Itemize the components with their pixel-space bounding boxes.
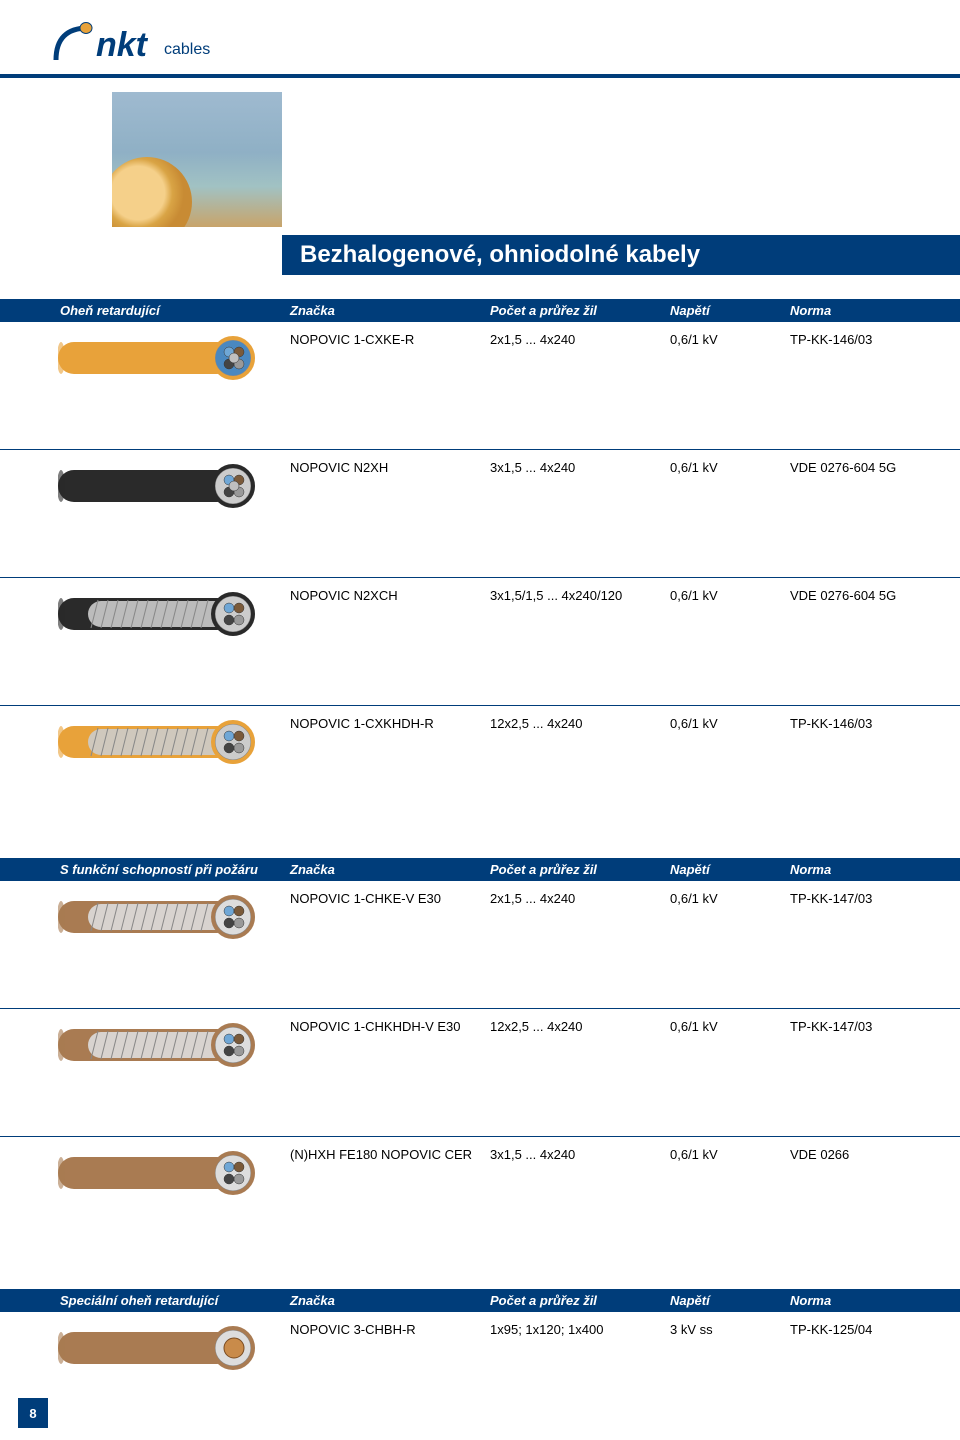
table-row: NOPOVIC 1-CXKE-R 2x1,5 ... 4x240 0,6/1 k… [0,322,960,450]
col-header-brand: Značka [282,1289,482,1312]
col-header-norm: Norma [782,299,960,322]
cell-size: 12x2,5 ... 4x240 [482,1009,662,1044]
col-header-size: Počet a průřez žil [482,858,662,881]
cell-size: 2x1,5 ... 4x240 [482,322,662,357]
cell-brand: (N)HXH FE180 NOPOVIC CER [282,1137,482,1172]
nkt-cables-logo-icon: nkt cables [52,20,252,68]
cell-brand: NOPOVIC 3-CHBH-R [282,1312,482,1347]
section: Speciální oheň retardující Značka Počet … [52,1289,920,1440]
table-row: NOPOVIC 1-CXKHDH-R 12x2,5 ... 4x240 0,6/… [0,706,960,834]
cell-volt: 0,6/1 kV [662,1137,782,1172]
cable-image-cell [0,881,282,953]
title-bar: Bezhalogenové, ohniodolné kabely [282,235,960,275]
cell-volt: 0,6/1 kV [662,322,782,357]
table-row: NOPOVIC 3-CHBH-R 1x95; 1x120; 1x400 3 kV… [0,1312,960,1440]
page: nkt cables Bezhalogenové, ohniodolné kab… [0,0,960,1440]
cable-image-cell [0,1009,282,1081]
cell-size: 3x1,5 ... 4x240 [482,1137,662,1172]
cell-volt: 0,6/1 kV [662,881,782,916]
cell-norm: TP-KK-146/03 [782,706,960,741]
page-title: Bezhalogenové, ohniodolné kabely [300,241,700,268]
table-row: (N)HXH FE180 NOPOVIC CER 3x1,5 ... 4x240… [0,1137,960,1265]
cell-brand: NOPOVIC 1-CHKE-V E30 [282,881,482,916]
cell-volt: 0,6/1 kV [662,1009,782,1044]
table-row: NOPOVIC 1-CHKE-V E30 2x1,5 ... 4x240 0,6… [0,881,960,1009]
cell-volt: 0,6/1 kV [662,706,782,741]
section-header: Speciální oheň retardující Značka Počet … [0,1289,960,1312]
cell-norm: TP-KK-147/03 [782,1009,960,1044]
cell-size: 1x95; 1x120; 1x400 [482,1312,662,1347]
section-heading: S funkční schopností při požáru [0,858,282,881]
cell-brand: NOPOVIC 1-CXKHDH-R [282,706,482,741]
svg-text:nkt: nkt [96,26,149,64]
section: Oheň retardující Značka Počet a průřez ž… [52,299,920,834]
cell-norm: TP-KK-146/03 [782,322,960,357]
cell-volt: 0,6/1 kV [662,578,782,613]
svg-text:cables: cables [164,41,210,58]
col-header-brand: Značka [282,299,482,322]
col-header-size: Počet a průřez žil [482,299,662,322]
cable-image-cell [0,706,282,778]
cell-size: 2x1,5 ... 4x240 [482,881,662,916]
section-heading: Oheň retardující [0,299,282,322]
section-header: Oheň retardující Značka Počet a průřez ž… [0,299,960,322]
sections-container: Oheň retardující Značka Počet a průřez ž… [52,299,920,1440]
cable-image-cell [0,1312,282,1384]
cell-brand: NOPOVIC 1-CXKE-R [282,322,482,357]
cell-norm: VDE 0276-604 5G [782,450,960,485]
cable-image-cell [0,450,282,522]
cable-image-cell [0,322,282,394]
cell-norm: VDE 0266 [782,1137,960,1172]
col-header-brand: Značka [282,858,482,881]
table-row: NOPOVIC N2XH 3x1,5 ... 4x240 0,6/1 kV VD… [0,450,960,578]
col-header-size: Počet a průřez žil [482,1289,662,1312]
col-header-norm: Norma [782,1289,960,1312]
cell-brand: NOPOVIC N2XCH [282,578,482,613]
title-row: Bezhalogenové, ohniodolné kabely [0,235,960,275]
col-header-norm: Norma [782,858,960,881]
cable-image-cell [0,1137,282,1209]
section-heading: Speciální oheň retardující [0,1289,282,1312]
section-header: S funkční schopností při požáru Značka P… [0,858,960,881]
cable-image-cell [0,578,282,650]
table-row: NOPOVIC 1-CHKHDH-V E30 12x2,5 ... 4x240 … [0,1009,960,1137]
cell-size: 3x1,5 ... 4x240 [482,450,662,485]
cell-size: 12x2,5 ... 4x240 [482,706,662,741]
cell-size: 3x1,5/1,5 ... 4x240/120 [482,578,662,613]
section: S funkční schopností při požáru Značka P… [52,858,920,1265]
cell-brand: NOPOVIC N2XH [282,450,482,485]
cell-norm: TP-KK-147/03 [782,881,960,916]
col-header-volt: Napětí [662,1289,782,1312]
hero-thumbnail [112,92,282,227]
cell-norm: VDE 0276-604 5G [782,578,960,613]
cell-brand: NOPOVIC 1-CHKHDH-V E30 [282,1009,482,1044]
col-header-volt: Napětí [662,858,782,881]
cell-volt: 3 kV ss [662,1312,782,1347]
header-rule [0,74,960,78]
cell-norm: TP-KK-125/04 [782,1312,960,1347]
logo: nkt cables [52,20,920,68]
col-header-volt: Napětí [662,299,782,322]
cell-volt: 0,6/1 kV [662,450,782,485]
table-row: NOPOVIC N2XCH 3x1,5/1,5 ... 4x240/120 0,… [0,578,960,706]
